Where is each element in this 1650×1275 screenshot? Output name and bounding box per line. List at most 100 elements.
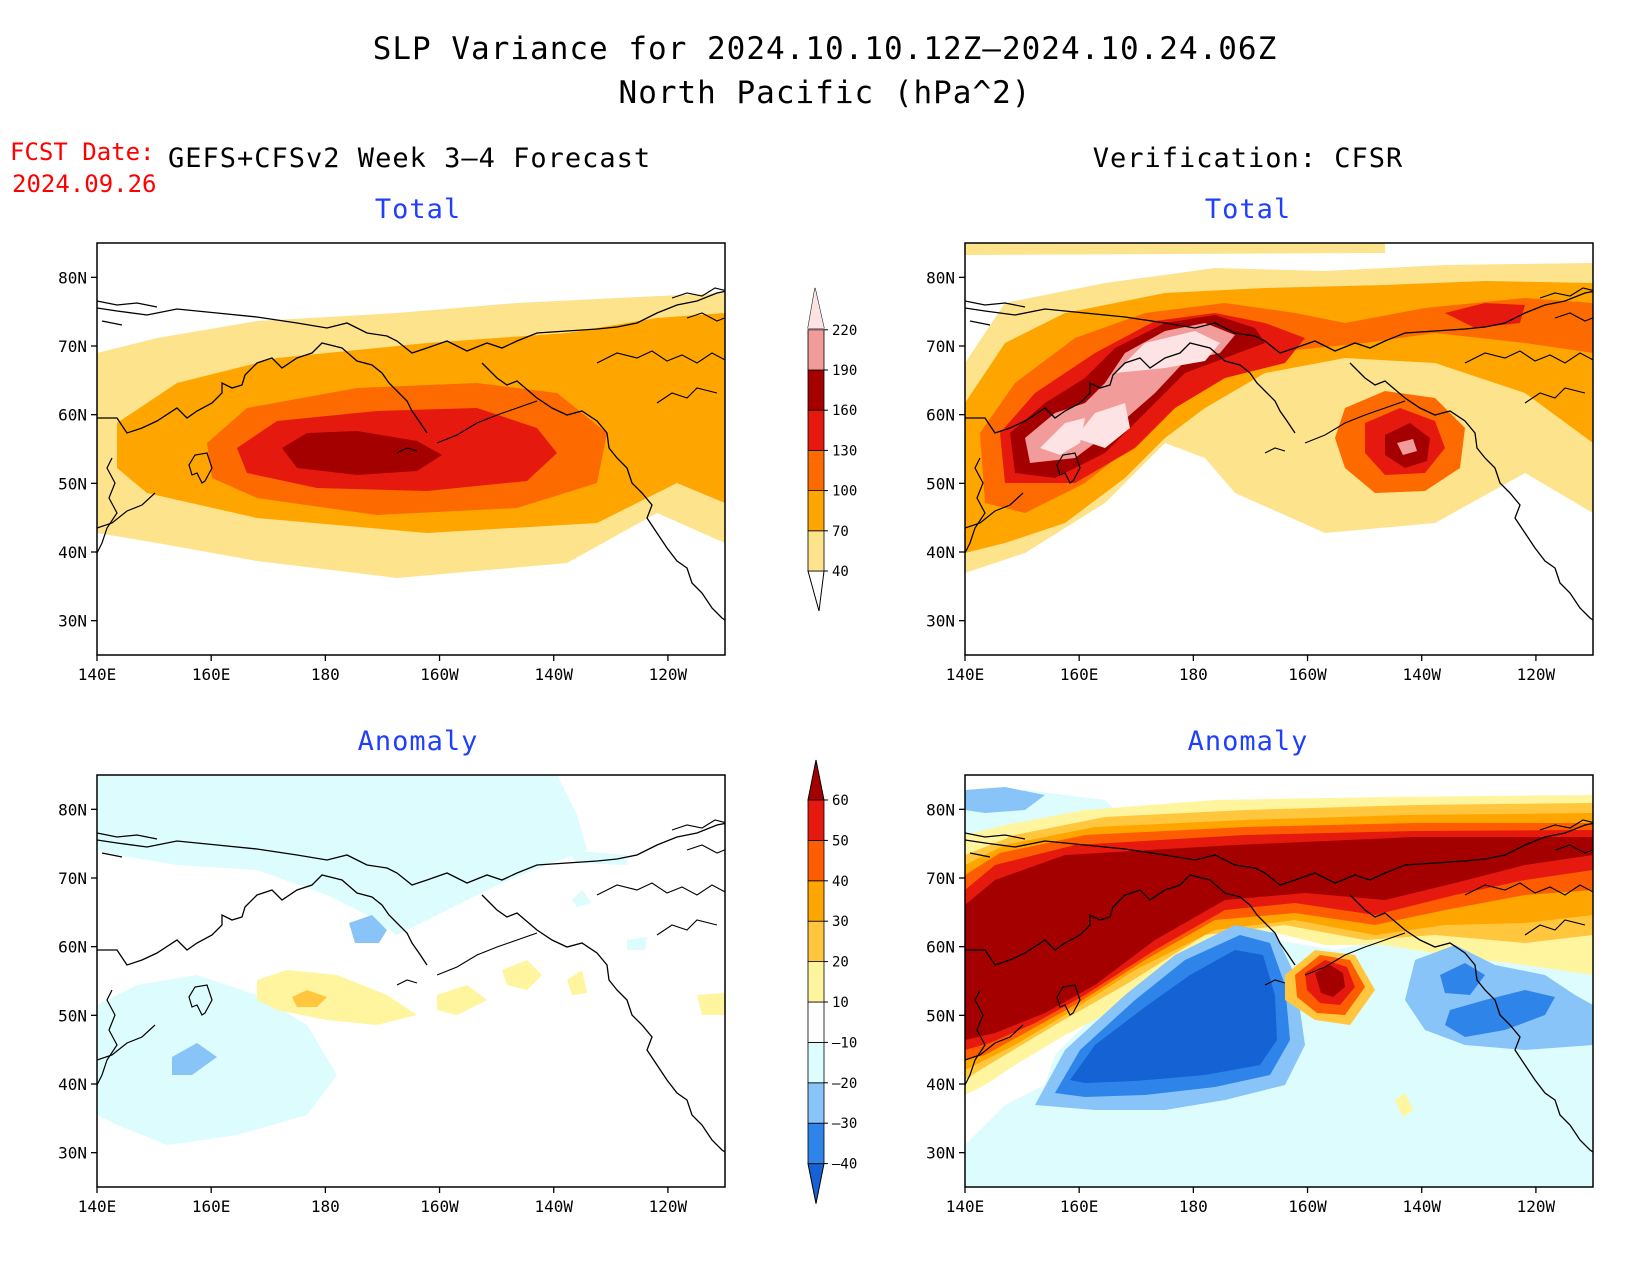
lat-tick-label: 40N xyxy=(58,1075,87,1094)
lon-tick-label: 160E xyxy=(1060,1197,1099,1216)
lon-tick-label: 180 xyxy=(1179,1197,1208,1216)
lat-tick-label: 50N xyxy=(58,474,87,493)
lat-tick-label: 70N xyxy=(926,869,955,888)
colorbar-anomaly-label: 50 xyxy=(832,833,849,849)
lat-tick-label: 80N xyxy=(926,268,955,287)
colorbar-anomaly-label: –10 xyxy=(832,1035,857,1051)
lat-tick-label: 30N xyxy=(58,612,87,631)
lat-tick-label: 30N xyxy=(926,1144,955,1163)
lat-tick-label: 80N xyxy=(58,268,87,287)
lon-tick-label: 120W xyxy=(1517,1197,1556,1216)
lat-tick-label: 80N xyxy=(58,800,87,819)
forecast-header: GEFS+CFSv2 Week 3–4 Forecast xyxy=(168,143,651,174)
lon-tick-label: 120W xyxy=(649,1197,688,1216)
lat-tick-label: 30N xyxy=(58,1144,87,1163)
colorbar-total-label: 70 xyxy=(832,524,849,540)
colorbar-anomaly-swatch xyxy=(807,1122,825,1164)
colorbar-total-label: 100 xyxy=(832,484,857,500)
lon-tick-label: 160W xyxy=(1288,665,1327,684)
forecast-anomaly-field xyxy=(97,775,725,1187)
lon-tick-label: 180 xyxy=(311,1197,340,1216)
panel-verification-total xyxy=(964,242,1594,656)
lat-tick-label: 50N xyxy=(926,1006,955,1025)
fcst-date-label: FCST Date: xyxy=(10,138,155,166)
lon-tick-label: 120W xyxy=(649,665,688,684)
lon-tick-label: 180 xyxy=(1179,665,1208,684)
lon-tick-label: 140W xyxy=(1402,1197,1441,1216)
lon-tick-label: 160W xyxy=(420,1197,459,1216)
colorbar-total-label: 190 xyxy=(832,363,857,379)
lon-tick-label: 140W xyxy=(534,665,573,684)
lon-tick-label: 140W xyxy=(534,1197,573,1216)
lon-tick-label: 160W xyxy=(420,665,459,684)
colorbar-anomaly-label: 40 xyxy=(832,874,849,890)
colorbar-anomaly-label: –40 xyxy=(832,1157,857,1173)
lat-tick-label: 60N xyxy=(58,938,87,957)
lon-tick-label: 140E xyxy=(946,1197,985,1216)
colorbar-total-swatch xyxy=(807,490,825,532)
lat-tick-label: 40N xyxy=(58,543,87,562)
colorbar-total-swatch xyxy=(807,409,825,451)
colorbar-anomaly-label: 10 xyxy=(832,995,849,1011)
lat-tick-label: 70N xyxy=(926,337,955,356)
panel-title-verification-anomaly: Anomaly xyxy=(1188,726,1309,757)
colorbar-anomaly-swatch xyxy=(807,961,825,1003)
lat-tick-label: 80N xyxy=(926,800,955,819)
colorbar-anomaly-label: 60 xyxy=(832,793,849,809)
lat-tick-label: 70N xyxy=(58,869,87,888)
colorbar-anomaly-swatch xyxy=(807,799,825,841)
lat-tick-label: 70N xyxy=(58,337,87,356)
colorbar-anomaly-label: 20 xyxy=(832,955,849,971)
colorbar-anomaly-swatch xyxy=(807,880,825,922)
lon-tick-label: 140W xyxy=(1402,665,1441,684)
lon-tick-label: 140E xyxy=(946,665,985,684)
figure-title-line2: North Pacific (hPa^2) xyxy=(619,75,1032,111)
lat-tick-label: 30N xyxy=(926,612,955,631)
lat-tick-label: 50N xyxy=(58,1006,87,1025)
colorbar-anomaly-swatch xyxy=(807,1042,825,1084)
lat-tick-label: 60N xyxy=(926,938,955,957)
verification-header: Verification: CFSR xyxy=(1093,143,1404,174)
colorbar-total-swatch xyxy=(807,369,825,411)
colorbar-total-label: 40 xyxy=(832,564,849,580)
colorbar-total-label: 220 xyxy=(832,323,857,339)
verification-anomaly-field xyxy=(965,775,1593,1187)
lon-tick-label: 140E xyxy=(78,1197,117,1216)
lat-tick-label: 50N xyxy=(926,474,955,493)
colorbar-total-label: 160 xyxy=(832,403,857,419)
panel-title-verification-total: Total xyxy=(1205,194,1291,225)
lon-tick-label: 140E xyxy=(78,665,117,684)
lon-tick-label: 160E xyxy=(192,1197,231,1216)
colorbar-anomaly: –40 –30 –20 –10 10 20 30 40 50 60 xyxy=(807,759,857,1204)
colorbar-total: 40 70 100 130 160 190 220 xyxy=(807,287,857,612)
panel-title-forecast-anomaly: Anomaly xyxy=(358,726,479,757)
colorbar-anomaly-swatch xyxy=(807,1001,825,1043)
colorbar-total-swatch xyxy=(807,530,825,572)
colorbar-total-swatch xyxy=(807,329,825,371)
lon-tick-label: 160W xyxy=(1288,1197,1327,1216)
lon-tick-label: 180 xyxy=(311,665,340,684)
colorbar-anomaly-top-arrow xyxy=(807,759,825,801)
panel-forecast-total xyxy=(96,242,726,656)
panel-title-forecast-total: Total xyxy=(375,194,461,225)
colorbar-anomaly-swatch xyxy=(807,1082,825,1124)
forecast-total-field xyxy=(97,243,725,655)
colorbar-total-bottom-arrow xyxy=(807,570,825,612)
colorbar-anomaly-swatch xyxy=(807,920,825,963)
lon-tick-label: 160E xyxy=(192,665,231,684)
lat-tick-label: 40N xyxy=(926,543,955,562)
panel-forecast-anomaly xyxy=(96,774,726,1188)
colorbar-anomaly-label: 30 xyxy=(832,914,849,930)
colorbar-total-swatch xyxy=(807,449,825,491)
lat-tick-label: 60N xyxy=(58,406,87,425)
lon-tick-label: 120W xyxy=(1517,665,1556,684)
colorbar-anomaly-swatch xyxy=(807,840,825,882)
lon-tick-label: 160E xyxy=(1060,665,1099,684)
fcst-date-value: 2024.09.26 xyxy=(12,170,157,198)
panel-verification-anomaly xyxy=(964,774,1594,1188)
verification-total-field xyxy=(965,243,1593,655)
colorbar-anomaly-label: –30 xyxy=(832,1116,857,1132)
colorbar-anomaly-bottom-arrow xyxy=(807,1163,825,1204)
map-axes: 140E 160E 180 160W 140W 120W 80N 70N 60N 50N 40N 30… xyxy=(58,268,1555,1216)
